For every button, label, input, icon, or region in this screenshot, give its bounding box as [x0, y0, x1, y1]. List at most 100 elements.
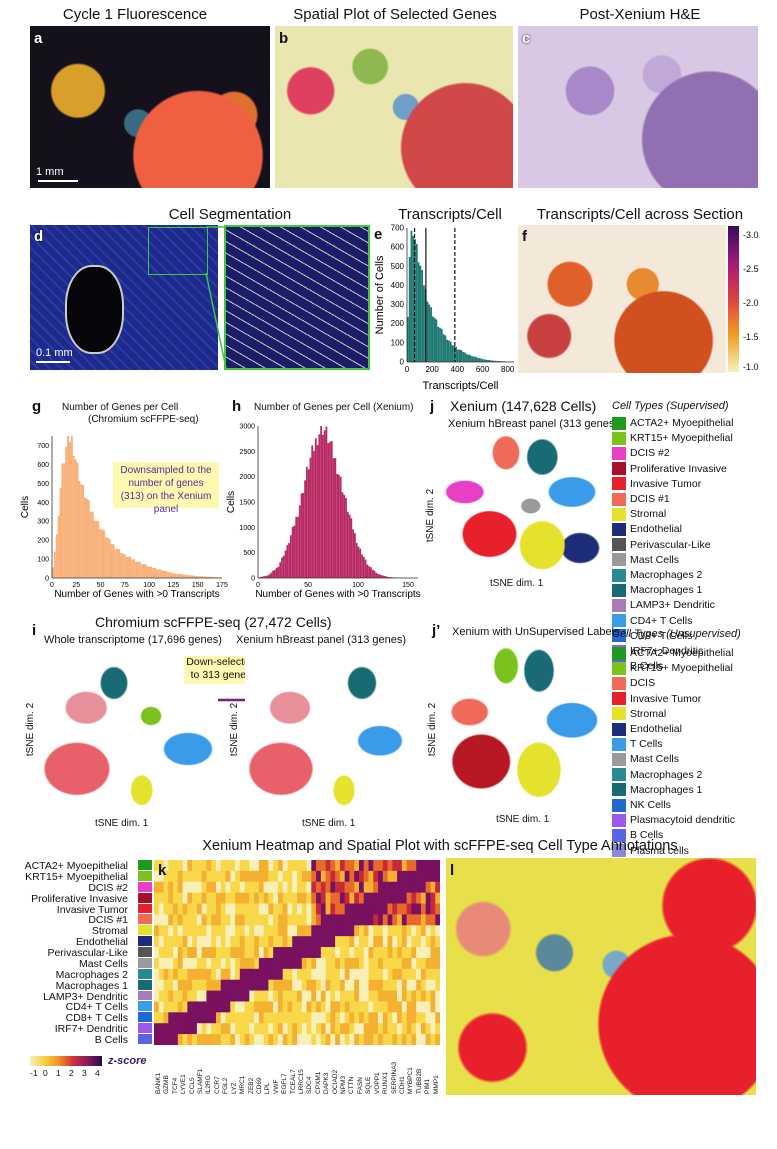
heatmap-cell — [206, 871, 211, 882]
heatmap-cell — [154, 893, 159, 904]
heatmap-cell — [316, 958, 321, 969]
heatmap-cell — [359, 947, 364, 958]
heatmap-cell — [245, 871, 250, 882]
heatmap-cell — [197, 1034, 202, 1045]
heatmap-cell — [407, 871, 412, 882]
heatmap-cell — [421, 904, 426, 915]
heatmap-cell — [349, 904, 354, 915]
legend-label: NK Cells — [630, 799, 671, 811]
heatmap-cell — [326, 871, 331, 882]
heatmap-cell — [402, 925, 407, 936]
heatmap-cell — [369, 882, 374, 893]
heatmap-cell — [430, 980, 435, 991]
heatmap-cell — [392, 1012, 397, 1023]
histogram-bar — [301, 493, 303, 578]
histogram-bar — [311, 445, 313, 578]
supervised-legend-item: Macrophages 2 — [612, 568, 702, 582]
heatmap-cell — [159, 904, 164, 915]
heatmap-cell — [221, 914, 226, 925]
histogram-bar — [421, 270, 423, 362]
heatmap-cell — [197, 893, 202, 904]
heatmap-cell — [402, 914, 407, 925]
heatmap-cell — [259, 947, 264, 958]
heatmap-cell — [330, 1023, 335, 1034]
tsne-i1-ylabel: tSNE dim. 2 — [25, 703, 36, 756]
legend-swatch — [612, 508, 626, 521]
heatmap-cell — [173, 882, 178, 893]
heatmap-cell — [178, 969, 183, 980]
heatmap-row-swatch — [138, 893, 152, 903]
heatmap-cell — [340, 947, 345, 958]
histogram-bar — [370, 567, 372, 578]
heatmap-cell — [340, 958, 345, 969]
x-axis-label: Transcripts/Cell — [423, 380, 499, 392]
tsne-j — [440, 436, 605, 576]
gene-label: IL2RG — [205, 1075, 212, 1094]
heatmap-cell — [278, 893, 283, 904]
histogram-bar — [94, 521, 96, 578]
histogram-bar — [97, 521, 99, 578]
heatmap-cell — [292, 860, 297, 871]
heatmap-cell — [430, 936, 435, 947]
heatmap-cell — [354, 914, 359, 925]
heatmap-cell — [164, 969, 169, 980]
heatmap-cell — [278, 936, 283, 947]
heatmap-cell — [168, 991, 173, 1002]
panel-letter-e: e — [374, 226, 382, 243]
heatmap-cell — [192, 980, 197, 991]
heatmap-cell — [354, 1034, 359, 1045]
heatmap-cell — [383, 980, 388, 991]
heatmap-cell — [192, 893, 197, 904]
heatmap-cell — [335, 1034, 340, 1045]
heatmap-cell — [407, 1023, 412, 1034]
heatmap-cell — [221, 871, 226, 882]
heatmap-cell — [259, 1034, 264, 1045]
g-title: Number of Genes per Cell — [62, 402, 178, 413]
heatmap-cell — [354, 969, 359, 980]
x-tick-label: 0 — [256, 582, 260, 589]
heatmap-cell — [273, 1034, 278, 1045]
histogram-bar — [150, 567, 152, 578]
heatmap-cell — [402, 860, 407, 871]
histogram-bar — [61, 463, 63, 578]
heatmap-cell — [421, 871, 426, 882]
heatmap-cell — [330, 893, 335, 904]
heatmap-cell — [364, 1034, 369, 1045]
heatmap-cell — [335, 980, 340, 991]
gene-label: PIM1 — [424, 1079, 431, 1094]
heatmap-cell — [249, 936, 254, 947]
heatmap-cell — [326, 914, 331, 925]
heatmap-cell — [297, 947, 302, 958]
supervised-legend-item: Proliferative Invasive — [612, 462, 727, 476]
heatmap-cell — [416, 1034, 421, 1045]
heatmap-cell — [168, 1023, 173, 1034]
histogram-bar — [180, 574, 182, 578]
heatmap-cell — [383, 969, 388, 980]
heatmap-cell — [364, 1023, 369, 1034]
heatmap-cell — [221, 969, 226, 980]
histogram-bar — [109, 539, 111, 578]
heatmap-cell — [178, 947, 183, 958]
heatmap-cell — [345, 947, 350, 958]
heatmap-cell — [421, 936, 426, 947]
heatmap-cell — [407, 936, 412, 947]
heatmap-cell — [183, 936, 188, 947]
heatmap-cell — [235, 860, 240, 871]
legend-swatch — [612, 462, 626, 475]
heatmap-cell — [273, 969, 278, 980]
heatmap-cell — [164, 991, 169, 1002]
histogram-bar — [154, 568, 156, 578]
heatmap-cell — [416, 1012, 421, 1023]
heatmap-cell — [321, 860, 326, 871]
heatmap-cell — [221, 936, 226, 947]
supervised-legend-title: Cell Types (Supervised) — [612, 400, 729, 412]
heatmap-cell — [168, 969, 173, 980]
legend-label: CD4+ T Cells — [630, 615, 692, 627]
heatmap-cell — [335, 958, 340, 969]
colorbar-tick: -2.0 — [743, 298, 759, 308]
heatmap-cell — [392, 947, 397, 958]
heatmap-cell — [373, 925, 378, 936]
legend-swatch — [612, 569, 626, 582]
heatmap-cell — [259, 893, 264, 904]
heatmap-cell — [345, 1034, 350, 1045]
